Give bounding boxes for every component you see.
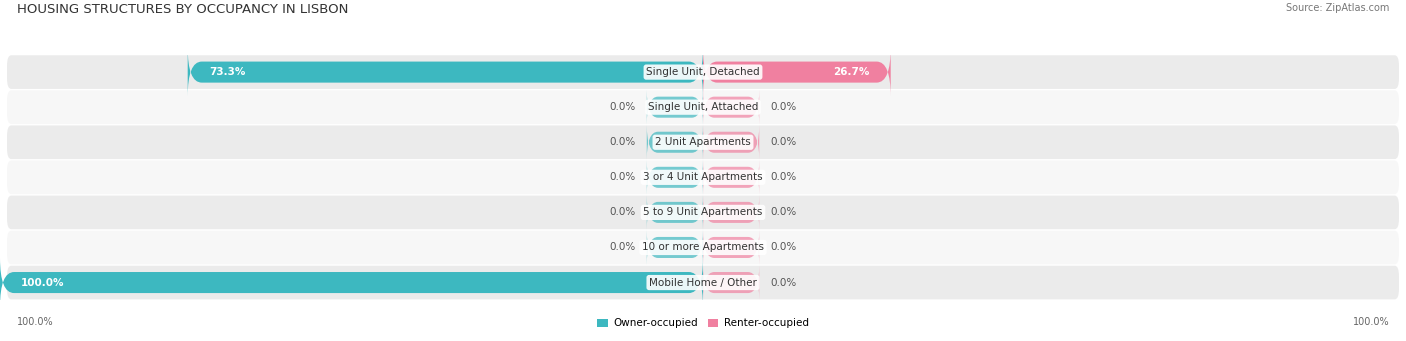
Text: 0.0%: 0.0% <box>770 102 797 112</box>
Text: 10 or more Apartments: 10 or more Apartments <box>643 242 763 252</box>
FancyBboxPatch shape <box>7 195 1399 229</box>
Text: 0.0%: 0.0% <box>609 172 636 182</box>
FancyBboxPatch shape <box>703 90 759 125</box>
FancyBboxPatch shape <box>703 47 891 97</box>
FancyBboxPatch shape <box>647 160 703 195</box>
Text: Mobile Home / Other: Mobile Home / Other <box>650 278 756 287</box>
FancyBboxPatch shape <box>7 161 1399 194</box>
Legend: Owner-occupied, Renter-occupied: Owner-occupied, Renter-occupied <box>593 314 813 332</box>
Text: 0.0%: 0.0% <box>609 207 636 218</box>
Text: 0.0%: 0.0% <box>770 242 797 252</box>
FancyBboxPatch shape <box>188 47 703 97</box>
Text: 2 Unit Apartments: 2 Unit Apartments <box>655 137 751 147</box>
FancyBboxPatch shape <box>7 55 1399 89</box>
Text: 0.0%: 0.0% <box>770 207 797 218</box>
FancyBboxPatch shape <box>703 125 759 160</box>
FancyBboxPatch shape <box>703 230 759 265</box>
Text: 3 or 4 Unit Apartments: 3 or 4 Unit Apartments <box>643 172 763 182</box>
FancyBboxPatch shape <box>7 266 1399 299</box>
Text: 100.0%: 100.0% <box>17 317 53 327</box>
Text: Single Unit, Attached: Single Unit, Attached <box>648 102 758 112</box>
FancyBboxPatch shape <box>703 265 759 300</box>
Text: 0.0%: 0.0% <box>609 102 636 112</box>
FancyBboxPatch shape <box>647 90 703 125</box>
Text: 100.0%: 100.0% <box>21 278 65 287</box>
FancyBboxPatch shape <box>7 125 1399 159</box>
Text: 73.3%: 73.3% <box>209 67 245 77</box>
FancyBboxPatch shape <box>647 195 703 230</box>
Text: HOUSING STRUCTURES BY OCCUPANCY IN LISBON: HOUSING STRUCTURES BY OCCUPANCY IN LISBO… <box>17 3 349 16</box>
FancyBboxPatch shape <box>7 231 1399 264</box>
Text: 0.0%: 0.0% <box>770 172 797 182</box>
Text: 0.0%: 0.0% <box>770 278 797 287</box>
FancyBboxPatch shape <box>703 160 759 195</box>
Text: Source: ZipAtlas.com: Source: ZipAtlas.com <box>1285 3 1389 13</box>
Text: 5 to 9 Unit Apartments: 5 to 9 Unit Apartments <box>644 207 762 218</box>
Text: 26.7%: 26.7% <box>834 67 869 77</box>
Text: 0.0%: 0.0% <box>609 137 636 147</box>
FancyBboxPatch shape <box>0 258 703 307</box>
Text: 0.0%: 0.0% <box>609 242 636 252</box>
FancyBboxPatch shape <box>647 230 703 265</box>
FancyBboxPatch shape <box>647 125 703 160</box>
FancyBboxPatch shape <box>7 90 1399 124</box>
Text: Single Unit, Detached: Single Unit, Detached <box>647 67 759 77</box>
Text: 100.0%: 100.0% <box>1353 317 1389 327</box>
FancyBboxPatch shape <box>703 195 759 230</box>
Text: 0.0%: 0.0% <box>770 137 797 147</box>
